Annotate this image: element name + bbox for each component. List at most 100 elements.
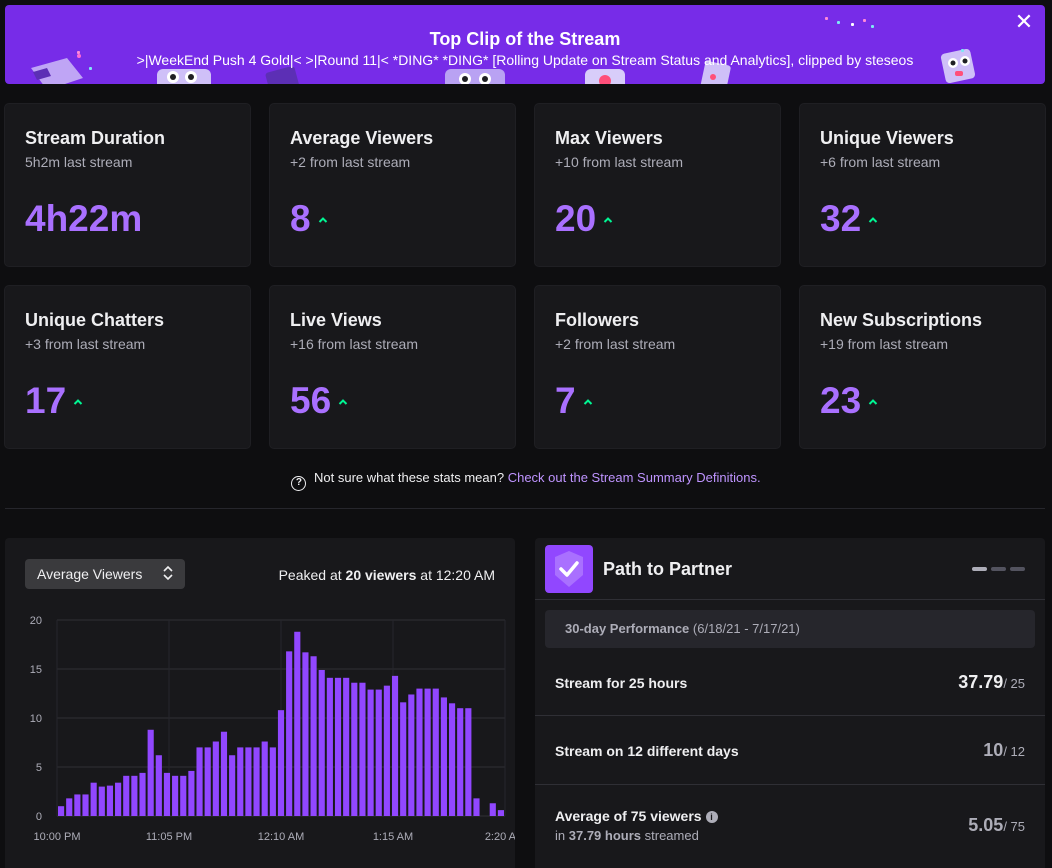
chart-bar xyxy=(115,782,122,816)
chart-bar xyxy=(424,688,431,816)
peak-summary: Peaked at 20 viewers at 12:20 AM xyxy=(278,567,495,583)
stat-value-row: 17 xyxy=(25,380,83,422)
stat-value: 4h22m xyxy=(25,198,143,239)
path-to-partner-panel: Path to Partner 30-day Performance (6/18… xyxy=(535,538,1045,868)
chart-bar xyxy=(212,741,219,816)
chart-bar xyxy=(391,675,399,816)
ptp-row-days-label: Stream on 12 different days xyxy=(555,743,739,759)
chart-bar xyxy=(237,747,244,816)
chart-bar xyxy=(359,682,366,816)
chart-bar xyxy=(318,669,325,816)
stat-value: 32 xyxy=(820,198,862,239)
stat-comparison: 5h2m last stream xyxy=(25,154,133,170)
trend-up-icon xyxy=(318,217,327,223)
stat-value-row: 7 xyxy=(555,380,593,422)
carousel-dot[interactable] xyxy=(972,567,987,571)
viewers-chart-panel: Average Viewers Peaked at 20 viewers at … xyxy=(5,538,515,868)
chart-bar xyxy=(245,747,252,816)
stat-card-followers: Followers +2 from last stream 7 xyxy=(535,286,780,448)
divider xyxy=(535,715,1045,716)
chart-bar xyxy=(448,703,456,816)
stat-title: Stream Duration xyxy=(25,128,166,148)
stat-title: Live Views xyxy=(290,310,382,330)
ptp-row-hours-label: Stream for 25 hours xyxy=(555,675,688,691)
trend-up-icon xyxy=(603,217,613,223)
carousel-dot[interactable] xyxy=(1010,567,1025,571)
mascot-icon xyxy=(445,69,505,84)
close-icon[interactable]: ✕ xyxy=(1014,9,1034,34)
trend-up-icon xyxy=(338,399,348,405)
x-tick-label: 2:20 AM xyxy=(485,831,515,843)
chart-bar xyxy=(66,798,73,816)
chart-bar xyxy=(188,770,195,816)
chart-bar xyxy=(106,785,114,816)
stat-title: Max Viewers xyxy=(555,128,663,148)
stat-card-unique-viewers: Unique Viewers +6 from last stream 32 xyxy=(800,104,1045,266)
chart-bar xyxy=(220,731,228,816)
carousel-dot[interactable] xyxy=(991,567,1006,571)
chart-bar xyxy=(131,775,138,816)
chart-bar xyxy=(147,729,154,816)
chart-bar xyxy=(196,747,203,816)
chart-bar xyxy=(489,803,496,816)
stat-comparison: +2 from last stream xyxy=(290,154,411,170)
carousel-pager[interactable] xyxy=(972,567,1025,571)
x-tick-label: 1:15 AM xyxy=(373,831,413,843)
y-tick-label: 20 xyxy=(30,615,42,627)
chart-bar xyxy=(294,631,301,816)
banner-clip-title[interactable]: >|WeekEnd Push 4 Gold|< >|Round 11|< *DI… xyxy=(136,52,914,68)
chart-bar xyxy=(74,794,81,816)
y-tick-label: 15 xyxy=(30,664,42,676)
viewers-bar-chart: 0 5 10 15 20 10:00 PM 11:05 PM 12:10 AM 1:15 AM 2… xyxy=(30,615,515,843)
chart-bar xyxy=(383,685,390,816)
chart-bar xyxy=(277,710,285,816)
chart-bar xyxy=(497,810,504,816)
help-text: Not sure what these stats mean? xyxy=(314,470,505,485)
ptp-row-viewers-value: 5.05/ 75 xyxy=(968,815,1025,835)
chart-bar xyxy=(229,755,236,816)
y-tick-label: 5 xyxy=(36,762,42,774)
stat-title: Unique Viewers xyxy=(820,128,954,148)
chart-bar xyxy=(155,755,162,816)
chart-bar xyxy=(90,782,97,816)
chart-bar xyxy=(432,688,439,816)
chart-bar xyxy=(416,688,423,816)
mascot-icon xyxy=(940,48,976,84)
definitions-link[interactable]: Check out the Stream Summary Definitions… xyxy=(507,470,761,485)
chart-bar xyxy=(310,656,317,816)
mascot-icon xyxy=(700,61,731,84)
chart-bar xyxy=(204,747,211,816)
ptp-row-days-value: 10/ 12 xyxy=(983,740,1025,760)
top-clip-banner[interactable]: Top Clip of the Stream >|WeekEnd Push 4 … xyxy=(5,5,1045,84)
stat-comparison: +3 from last stream xyxy=(25,336,146,352)
stat-title: Average Viewers xyxy=(290,128,434,148)
stat-value-row: 20 xyxy=(555,198,613,240)
stat-title: Followers xyxy=(555,310,640,330)
chart-bar xyxy=(302,652,309,816)
x-tick-label: 10:00 PM xyxy=(33,831,80,843)
trend-up-icon xyxy=(868,217,878,223)
stat-title: New Subscriptions xyxy=(820,310,983,330)
ptp-row-viewers-label: Average of 75 viewers i xyxy=(555,808,718,824)
stat-comparison: +16 from last stream xyxy=(290,336,418,352)
stat-card-average-viewers: Average Viewers +2 from last stream 8 xyxy=(270,104,515,266)
chart-bar xyxy=(180,775,187,816)
chart-bar xyxy=(163,772,171,816)
stat-comparison: +10 from last stream xyxy=(555,154,683,170)
stat-value: 17 xyxy=(25,380,67,421)
stat-card-max-viewers: Max Viewers +10 from last stream 20 xyxy=(535,104,780,266)
metric-select[interactable]: Average Viewers xyxy=(25,559,185,589)
metric-select-value: Average Viewers xyxy=(37,566,143,582)
stats-help-line: ? Not sure what these stats mean? Check … xyxy=(0,470,1052,491)
chart-bar xyxy=(473,798,480,816)
chart-bar xyxy=(326,677,333,816)
ptp-title: Path to Partner xyxy=(603,559,733,579)
chart-bar xyxy=(172,775,179,816)
stat-value: 23 xyxy=(820,380,862,421)
divider xyxy=(535,599,1045,600)
stat-value: 7 xyxy=(555,380,576,421)
divider xyxy=(535,784,1045,785)
info-icon[interactable]: i xyxy=(705,811,718,823)
chart-bar xyxy=(457,708,464,816)
chart-bar xyxy=(351,682,358,816)
